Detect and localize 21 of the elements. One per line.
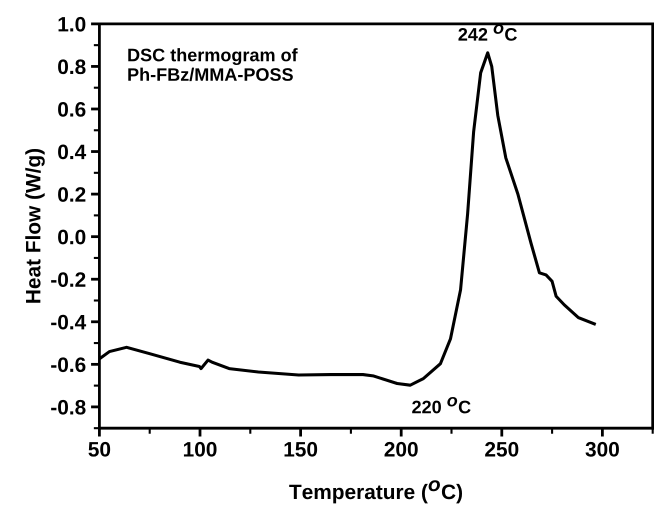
y-tick-label: 0.0 [58,230,86,244]
y-tick-label: 0.8 [58,59,86,74]
y-tick-label: -0.6 [51,357,86,372]
annotation: DSC thermogram of Ph-FBz/MMA-POSS [128,48,298,82]
y-axis-title: Heat Flow (W/g) [25,148,45,303]
x-axis-title: Temperature ($^{O}$C) [289,480,462,504]
annotation: 242 $^{O}$C [458,24,517,41]
x-tick-label: 250 [485,442,518,457]
x-tick-label: 150 [284,442,318,457]
x-tick-label: 200 [384,442,418,457]
y-tick-label: -0.4 [51,314,86,330]
y-tick-label: -0.2 [51,272,86,287]
x-tick-label: 50 [88,442,110,457]
annotation: 220 $^{O}$C [412,396,471,414]
y-tick-label: 0.2 [58,187,86,202]
y-tick-label: 0.4 [58,144,86,160]
x-tick-label: 300 [585,442,619,457]
x-tick-label: 100 [184,442,217,457]
y-tick-label: 1.0 [58,16,86,32]
y-tick-label: 0.6 [58,102,86,117]
y-tick-label: -0.8 [51,400,86,415]
